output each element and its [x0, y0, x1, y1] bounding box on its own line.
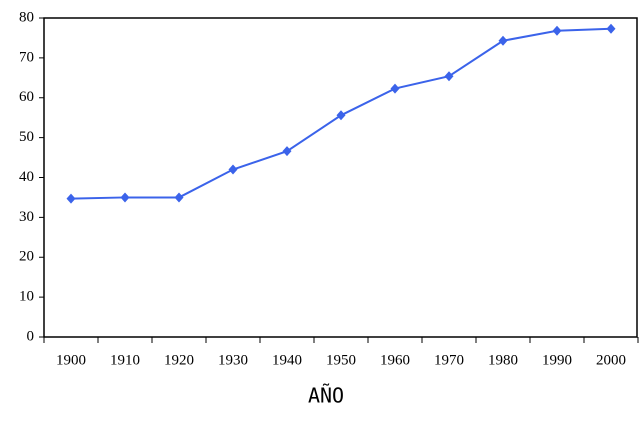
- marker: [120, 192, 130, 203]
- x-axis-title: AÑO: [308, 384, 344, 408]
- y-tick-label: 60: [19, 89, 34, 105]
- marker: [66, 193, 76, 204]
- y-tick-label: 40: [19, 169, 34, 185]
- marker: [336, 110, 346, 121]
- marker: [174, 192, 184, 203]
- x-tick-label: 1900: [56, 352, 86, 368]
- x-tick-label: 1980: [488, 352, 518, 368]
- y-tick-label: 70: [19, 49, 34, 65]
- marker: [498, 35, 508, 46]
- x-tick-label: 2000: [596, 352, 626, 368]
- y-tick-label: 20: [19, 249, 34, 265]
- y-tick-label: 50: [19, 129, 34, 145]
- x-tick-label: 1910: [110, 352, 140, 368]
- marker: [228, 164, 238, 175]
- marker: [606, 23, 616, 34]
- x-tick-label: 1960: [380, 352, 410, 368]
- x-tick-label: 1920: [164, 352, 194, 368]
- y-tick-label: 30: [19, 209, 34, 225]
- marker: [390, 83, 400, 94]
- marker: [552, 25, 562, 36]
- x-tick-label: 1990: [542, 352, 572, 368]
- x-tick-label: 1940: [272, 352, 302, 368]
- x-tick-label: 1970: [434, 352, 464, 368]
- marker: [282, 146, 292, 157]
- y-tick-label: 80: [19, 9, 34, 25]
- y-tick-label: 10: [19, 289, 34, 305]
- x-tick-label: 1930: [218, 352, 248, 368]
- marker: [444, 71, 454, 82]
- plot-area: [43, 17, 638, 338]
- x-tick-label: 1950: [326, 352, 356, 368]
- y-tick-label: 0: [27, 328, 35, 344]
